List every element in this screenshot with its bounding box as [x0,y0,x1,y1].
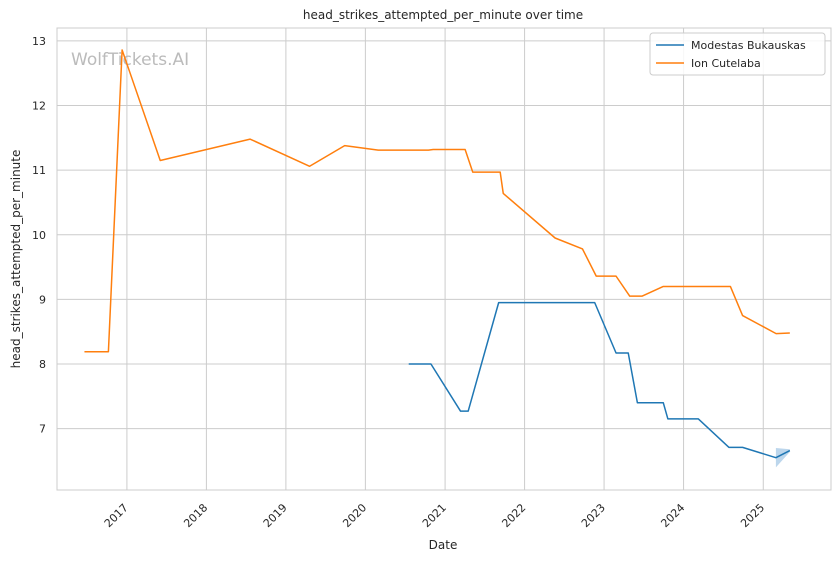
y-tick-label: 11 [32,164,46,177]
x-tick-label: 2024 [658,501,687,530]
legend-label: Ion Cutelaba [691,57,761,70]
legend-box [649,32,826,76]
x-tick-label: 2019 [261,501,290,530]
chart-title: head_strikes_attempted_per_minute over t… [303,8,583,22]
y-tick-label: 9 [39,293,46,306]
y-axis-title: head_strikes_attempted_per_minute [9,150,23,369]
series-lines [84,49,791,459]
x-tick-label: 2025 [738,501,767,530]
x-tick-label: 2018 [181,501,210,530]
plot-frame [56,27,832,491]
x-tick-label: 2023 [579,501,608,530]
series-line-1 [408,301,791,459]
y-tick-label: 13 [32,35,46,48]
legend-label: Modestas Bukauskas [691,39,806,52]
legend: Modestas Bukauskas Ion Cutelaba [649,32,826,76]
y-tick-label: 7 [39,423,46,436]
grid [57,28,831,490]
y-tick-label: 10 [32,229,46,242]
watermark: WolfTickets.AI [71,50,189,70]
x-axis-title: Date [429,538,458,552]
series-line-2 [84,49,790,353]
x-tick-label: 2017 [102,501,131,530]
x-tick-label: 2021 [420,501,449,530]
y-tick-label: 12 [32,100,46,113]
x-tick-label: 2022 [499,501,528,530]
y-tick-labels: 7 8 9 10 11 12 13 [32,35,46,436]
x-tick-labels: 2017 2018 2019 2020 2021 2022 2023 2024 2025 [102,501,767,530]
x-tick-label: 2020 [340,501,369,530]
y-tick-label: 8 [39,358,46,371]
